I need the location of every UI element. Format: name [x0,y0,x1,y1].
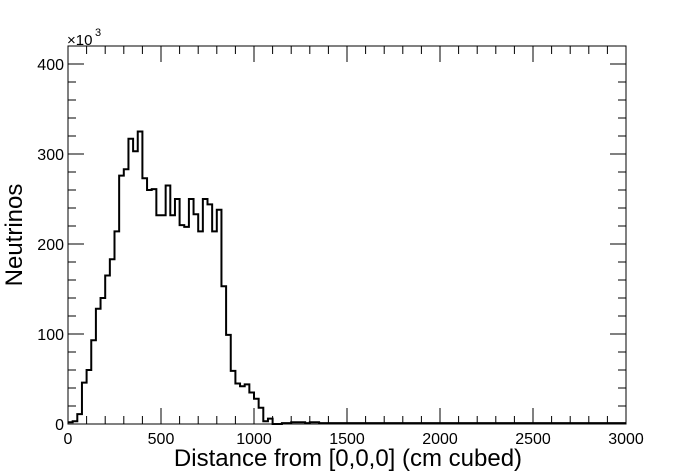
x-tick-labels: 0 500 1000 1500 2000 2500 3000 [64,431,644,448]
y-tick-label: 100 [37,327,64,344]
major-ticks [67,46,627,425]
x-tick-label: 2000 [422,431,458,448]
y-tick-label: 400 [37,57,64,74]
x-tick-label: 1000 [236,431,272,448]
x-tick-label: 1500 [329,431,365,448]
x-tick-label: 3000 [608,431,644,448]
y-tick-labels: 0 100 200 300 400 [37,57,64,434]
x-tick-label: 0 [64,431,73,448]
y-tick-label: 0 [55,417,64,434]
x-tick-label: 500 [148,431,175,448]
y-axis-title: Neutrinos [1,184,28,287]
y-multiplier-base: ×10 [67,32,92,49]
y-tick-label: 300 [37,147,64,164]
minor-ticks [68,45,626,424]
plot-frame [67,45,627,425]
y-multiplier-exponent: 3 [95,27,101,39]
x-axis-title: Distance from [0,0,0] (cm cubed) [174,445,522,472]
y-tick-label: 200 [37,237,64,254]
x-tick-label: 2500 [515,431,551,448]
histogram-line [68,130,626,425]
